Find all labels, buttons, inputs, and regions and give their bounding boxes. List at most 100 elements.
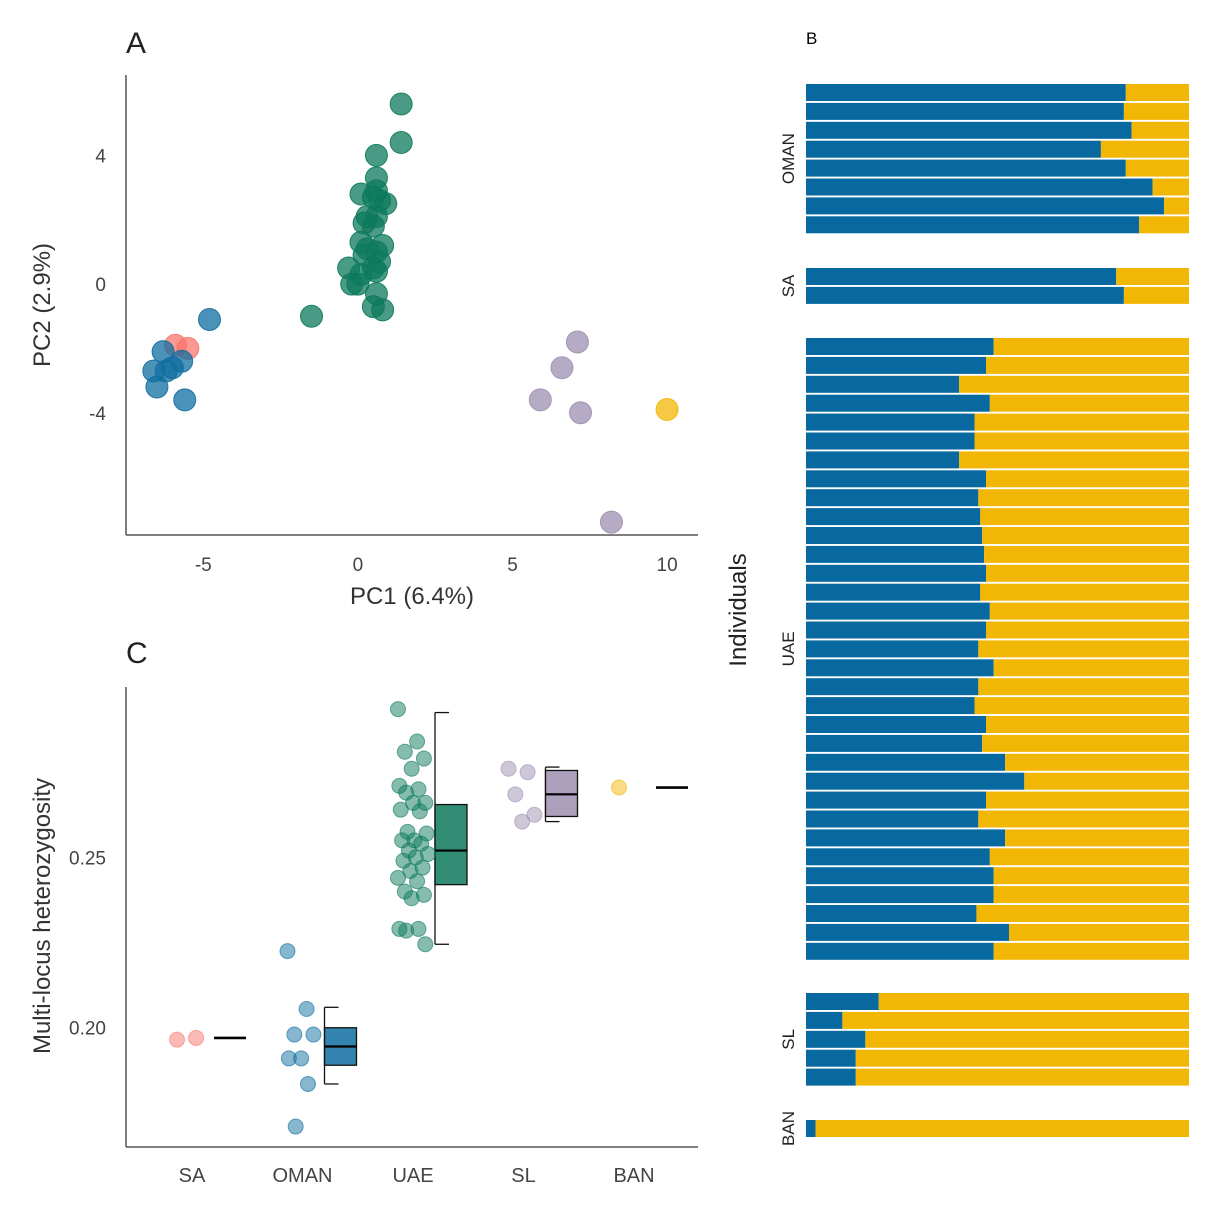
admixture-bar-cluster1-uae — [806, 602, 990, 620]
admixture-bar-cluster1-uae — [806, 697, 975, 715]
heterozygosity-point-uae — [403, 890, 420, 907]
admixture-bar-cluster1-oman — [806, 159, 1126, 177]
admixture-bar-cluster1-uae — [806, 923, 1009, 941]
admixture-bar-cluster2-uae — [1008, 923, 1189, 941]
admixture-bar-cluster1-uae — [806, 772, 1025, 790]
admixture-bar-cluster2-uae — [980, 583, 1189, 601]
heterozygosity-point-oman — [280, 1050, 297, 1067]
admixture-bar-cluster1-oman — [806, 84, 1126, 101]
panel-b-group-label-ban: BAN — [779, 1111, 798, 1146]
admixture-bar-cluster1-oman — [806, 121, 1132, 139]
admixture-bar-cluster2-sl — [855, 1068, 1189, 1086]
admixture-bar-cluster1-uae — [806, 413, 975, 431]
admixture-bar-cluster2-uae — [993, 942, 1189, 960]
heterozygosity-point-oman — [299, 1075, 316, 1092]
admixture-bar-cluster1-uae — [806, 886, 994, 904]
panel-a-y-tick-label: 0 — [95, 275, 106, 296]
admixture-bar-cluster2-uae — [989, 394, 1189, 412]
admixture-bar-cluster2-uae — [976, 905, 1189, 922]
panel-c-x-tick-label: BAN — [613, 1165, 654, 1187]
panel-b-label: B — [806, 29, 817, 48]
heterozygosity-point-sa — [169, 1031, 185, 1048]
admixture-bar-cluster1-uae — [806, 470, 987, 488]
pca-point-uae — [300, 304, 324, 328]
admixture-bar-cluster2-uae — [1005, 829, 1189, 847]
boxplot-box-uae — [434, 803, 468, 886]
pca-point-uae — [389, 92, 413, 116]
admixture-bar-cluster2-uae — [989, 848, 1189, 866]
panel-a-y-tick-label: 4 — [95, 146, 106, 167]
admixture-bar-cluster1-uae — [806, 375, 960, 393]
admixture-bar-cluster1-oman — [806, 197, 1165, 215]
admixture-bar-cluster2-oman — [1164, 197, 1189, 215]
pca-point-uae — [364, 143, 388, 167]
panel-a-points — [142, 92, 679, 534]
heterozygosity-point-uae — [411, 803, 428, 820]
admixture-bar-cluster1-sl — [806, 1030, 866, 1048]
admixture-bar-cluster1-oman — [806, 140, 1101, 158]
heterozygosity-point-uae — [409, 873, 426, 890]
admixture-bar-cluster2-oman — [1125, 84, 1189, 101]
admixture-bar-cluster2-uae — [986, 356, 1189, 374]
panel-c-x-tick-label: SA — [179, 1165, 206, 1187]
admixture-bar-cluster1-uae — [806, 716, 987, 733]
heterozygosity-point-sl — [507, 786, 524, 803]
heterozygosity-point-sl — [526, 806, 543, 823]
heterozygosity-point-uae — [396, 743, 413, 760]
admixture-bar-cluster1-sl — [806, 1011, 843, 1029]
admixture-bar-cluster1-sl — [806, 993, 879, 1010]
admixture-bar-cluster1-uae — [806, 545, 985, 563]
admixture-bar-cluster2-oman — [1139, 216, 1189, 234]
panel-c-y-ticks: 0.20 0.25 — [69, 848, 106, 1039]
panel-b-bars — [806, 84, 1189, 1137]
admixture-bar-cluster2-uae — [959, 451, 1189, 469]
admixture-bar-cluster1-uae — [806, 356, 987, 374]
panel-c-points — [169, 701, 627, 1135]
admixture-bar-cluster1-uae — [806, 905, 977, 922]
admixture-bar-cluster2-uae — [974, 413, 1189, 431]
admixture-bar-cluster2-uae — [993, 659, 1189, 677]
panel-a-y-axis-label: PC2 (2.9%) — [29, 243, 56, 367]
admixture-bar-cluster2-uae — [993, 886, 1189, 904]
admixture-bar-cluster2-uae — [982, 734, 1189, 752]
admixture-bar-cluster1-uae — [806, 734, 983, 752]
heterozygosity-point-oman — [279, 943, 296, 960]
admixture-bar-cluster2-uae — [993, 867, 1189, 885]
panel-b-group-labels: OMAN SA UAE SL BAN — [779, 133, 798, 1146]
panel-c-y-axis-label: Multi-locus heterozygosity — [29, 778, 56, 1054]
admixture-bar-cluster2-uae — [993, 338, 1189, 355]
panel-c-y-tick-label: 0.25 — [69, 848, 106, 869]
panel-b-group-label-uae: UAE — [779, 631, 798, 666]
heterozygosity-point-uae — [417, 936, 434, 953]
panel-c-x-tick-label: SL — [511, 1165, 535, 1187]
admixture-bar-cluster2-uae — [1005, 753, 1189, 771]
admixture-bar-cluster2-uae — [986, 716, 1189, 733]
admixture-bar-cluster1-oman — [806, 102, 1124, 120]
heterozygosity-point-oman — [305, 1026, 322, 1043]
panel-c-x-tick-label: OMAN — [273, 1165, 333, 1187]
heterozygosity-point-uae — [415, 750, 432, 767]
admixture-bar-cluster2-uae — [1024, 772, 1189, 790]
panel-a-pca-scatter: A -5 0 5 10 -4 0 4 PC1 (6.4%) PC2 (2.9%) — [29, 27, 698, 610]
heterozygosity-point-uae — [403, 760, 420, 777]
admixture-bar-cluster2-uae — [959, 375, 1189, 393]
admixture-bar-cluster2-sl — [865, 1030, 1189, 1048]
panel-b-group-label-oman: OMAN — [779, 133, 798, 184]
admixture-bar-cluster1-uae — [806, 432, 975, 450]
admixture-bar-cluster2-uae — [986, 791, 1189, 809]
pca-point-uae — [346, 272, 370, 296]
pca-point-uae — [361, 214, 385, 238]
admixture-bar-cluster2-sl — [878, 993, 1189, 1010]
admixture-bar-cluster1-uae — [806, 583, 981, 601]
admixture-bar-cluster2-uae — [986, 621, 1189, 639]
heterozygosity-point-uae — [398, 922, 415, 939]
panel-a-label: A — [126, 27, 146, 60]
heterozygosity-point-ban — [611, 779, 627, 796]
panel-b-group-label-sa: SA — [779, 274, 798, 297]
panel-a-x-tick-label: 5 — [507, 555, 518, 576]
panel-a-x-axis-label: PC1 (6.4%) — [350, 583, 474, 610]
panel-c-x-ticks: SA OMAN UAE SL BAN — [179, 1165, 655, 1187]
admixture-bar-cluster2-uae — [986, 470, 1189, 488]
admixture-bar-cluster2-sl — [842, 1011, 1189, 1029]
heterozygosity-point-sl — [500, 760, 517, 777]
